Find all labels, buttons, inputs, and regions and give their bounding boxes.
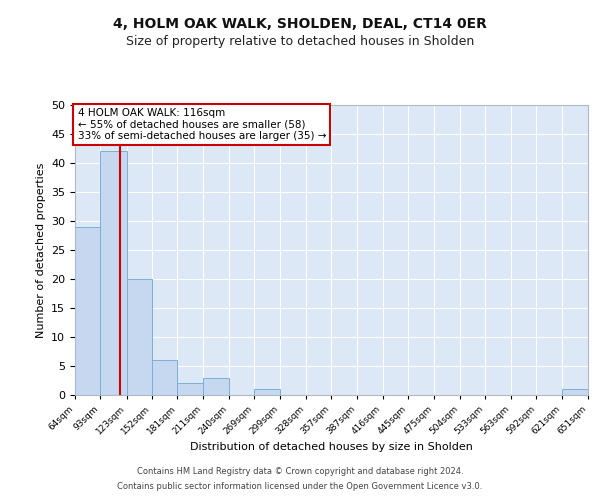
- Bar: [177, 384, 203, 395]
- Bar: [254, 389, 280, 395]
- Bar: [203, 378, 229, 395]
- Text: Contains HM Land Registry data © Crown copyright and database right 2024.: Contains HM Land Registry data © Crown c…: [137, 467, 463, 476]
- Text: 4, HOLM OAK WALK, SHOLDEN, DEAL, CT14 0ER: 4, HOLM OAK WALK, SHOLDEN, DEAL, CT14 0E…: [113, 18, 487, 32]
- Text: 4 HOLM OAK WALK: 116sqm
← 55% of detached houses are smaller (58)
33% of semi-de: 4 HOLM OAK WALK: 116sqm ← 55% of detache…: [77, 108, 326, 141]
- Bar: [562, 389, 588, 395]
- Bar: [100, 152, 127, 395]
- Text: Size of property relative to detached houses in Sholden: Size of property relative to detached ho…: [126, 35, 474, 48]
- X-axis label: Distribution of detached houses by size in Sholden: Distribution of detached houses by size …: [190, 442, 473, 452]
- Bar: [152, 360, 177, 395]
- Bar: [75, 227, 100, 395]
- Bar: [127, 279, 152, 395]
- Text: Contains public sector information licensed under the Open Government Licence v3: Contains public sector information licen…: [118, 482, 482, 491]
- Y-axis label: Number of detached properties: Number of detached properties: [35, 162, 46, 338]
